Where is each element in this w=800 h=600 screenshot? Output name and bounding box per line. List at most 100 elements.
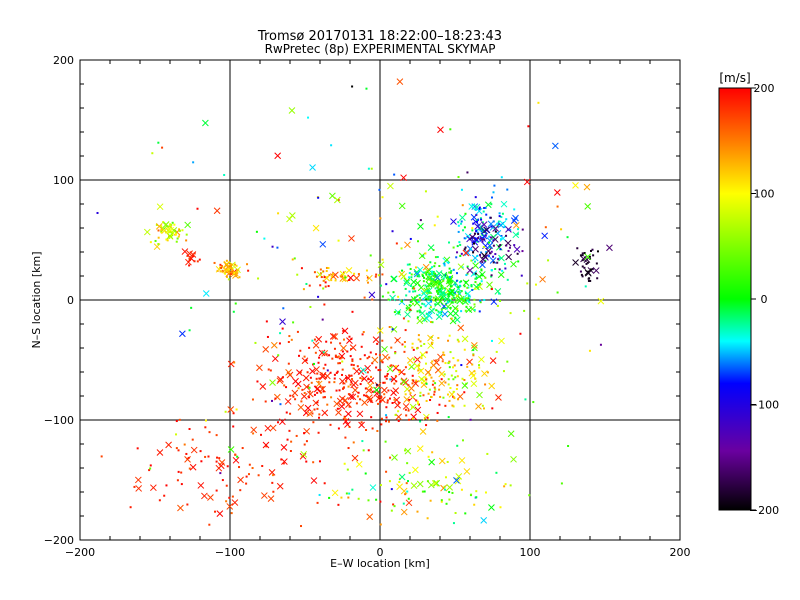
data-point-cross <box>523 178 531 186</box>
data-point-cross <box>237 476 244 484</box>
data-point-dot <box>327 267 330 270</box>
data-point-dot <box>466 265 469 268</box>
data-point-dot <box>154 239 157 242</box>
data-point-dot <box>346 350 349 353</box>
data-point-dot <box>438 282 441 285</box>
data-point-dot <box>385 377 388 380</box>
data-point-dot <box>308 284 311 287</box>
data-point-cross <box>404 241 411 249</box>
data-point-dot <box>331 357 334 360</box>
data-point-dot <box>234 263 237 266</box>
data-point-dot <box>434 388 437 391</box>
data-point-dot <box>281 376 284 379</box>
data-point-cross <box>135 485 143 492</box>
data-point-cross <box>347 274 354 282</box>
data-point-dot <box>421 490 424 493</box>
data-point-dot <box>476 219 479 222</box>
data-point-dot <box>225 484 228 487</box>
data-point-dot <box>183 443 186 446</box>
data-point-cross <box>373 386 380 394</box>
data-point-cross <box>165 441 172 449</box>
data-point-dot <box>341 350 344 353</box>
data-point-dot <box>340 356 343 359</box>
data-point-dot <box>402 502 405 505</box>
data-point-dot <box>334 355 337 358</box>
data-point-dot <box>482 246 485 249</box>
data-point-dot <box>317 380 320 383</box>
data-point-cross <box>321 409 329 417</box>
data-point-dot <box>185 239 188 242</box>
data-point-dot <box>393 398 396 401</box>
data-point-dot <box>375 498 378 501</box>
data-point-dot <box>434 287 437 290</box>
data-point-dot <box>305 460 308 463</box>
data-point-dot <box>596 277 599 280</box>
data-point-cross <box>368 291 376 299</box>
data-point-dot <box>442 351 445 354</box>
data-point-dot <box>387 298 390 301</box>
data-point-cross <box>583 183 591 191</box>
data-point-dot <box>286 438 289 441</box>
data-point-dot <box>380 423 383 426</box>
data-point-dot <box>588 349 591 352</box>
data-point-dot <box>307 385 310 388</box>
data-point-dot <box>187 456 190 459</box>
data-point-dot <box>432 270 435 273</box>
data-point-dot <box>404 366 407 369</box>
data-point-dot <box>488 252 491 255</box>
data-point-dot <box>467 297 470 300</box>
data-point-dot <box>500 238 503 241</box>
data-point-dot <box>368 355 371 358</box>
data-point-dot <box>471 241 474 244</box>
data-point-dot <box>479 253 482 256</box>
data-point-dot <box>454 283 457 286</box>
data-point-dot <box>418 309 421 312</box>
data-point-cross <box>400 508 408 516</box>
data-point-cross <box>274 152 282 160</box>
data-point-cross <box>189 463 197 471</box>
data-point-dot <box>490 288 493 291</box>
data-point-dot <box>460 222 463 225</box>
data-point-dot <box>544 226 547 229</box>
data-point-dot <box>254 341 257 344</box>
data-point-dot <box>290 440 293 443</box>
data-point-cross <box>422 263 430 271</box>
data-point-dot <box>481 238 484 241</box>
data-point-dot <box>405 414 408 417</box>
data-point-dot <box>455 256 458 259</box>
data-point-cross <box>351 386 359 394</box>
data-point-cross <box>189 251 197 258</box>
data-point-dot <box>397 410 400 413</box>
data-point-dot <box>419 391 422 394</box>
data-point-dot <box>239 489 242 492</box>
data-point-dot <box>427 295 430 298</box>
data-point-dot <box>149 241 152 244</box>
data-point-dot <box>313 362 316 365</box>
data-point-dot <box>405 294 408 297</box>
data-point-dot <box>288 429 291 432</box>
data-point-dot <box>475 276 478 279</box>
data-point-dot <box>330 341 333 344</box>
data-point-cross <box>469 233 476 241</box>
data-point-dot <box>460 310 463 313</box>
data-point-dot <box>408 290 411 293</box>
data-point-cross <box>286 215 293 223</box>
data-point-dot <box>432 296 435 299</box>
data-point-cross <box>338 352 346 360</box>
data-point-cross <box>483 226 490 234</box>
data-point-cross <box>481 370 488 377</box>
data-point-dot <box>472 251 475 254</box>
data-point-dot <box>305 282 308 285</box>
data-point-dot <box>481 221 484 224</box>
data-point-dot <box>403 373 406 376</box>
data-point-dot <box>300 525 303 528</box>
data-point-cross <box>475 403 482 410</box>
data-point-dot <box>335 389 338 392</box>
data-point-dot <box>178 228 181 231</box>
data-point-dot <box>307 116 310 119</box>
data-point-cross <box>423 315 431 322</box>
data-point-cross <box>464 249 471 257</box>
colorbar-tick-label: 0 <box>761 293 768 306</box>
colorbar <box>718 87 752 511</box>
data-point-dot <box>281 327 284 330</box>
